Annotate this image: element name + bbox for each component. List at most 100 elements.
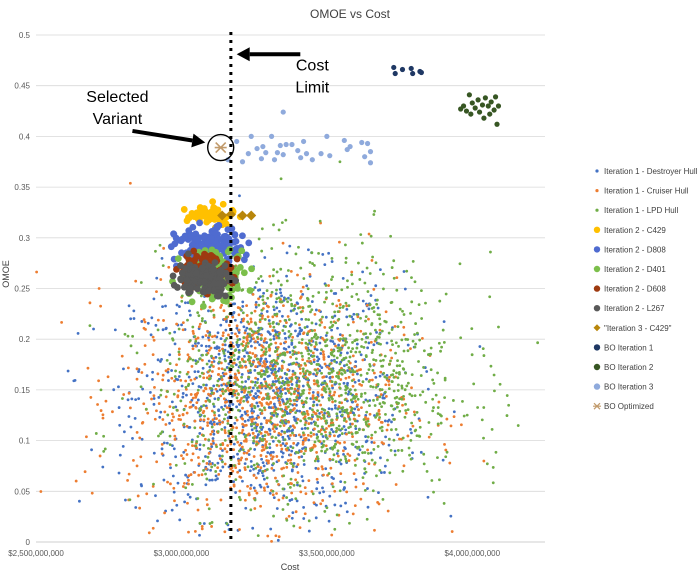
data-point [276,353,280,357]
data-point [311,394,315,397]
data-point [215,422,219,426]
data-point [243,498,247,502]
data-point [122,367,125,371]
data-point [154,249,157,253]
data-point [198,521,202,525]
data-point [307,391,311,395]
data-point [252,474,256,477]
data-point [134,506,138,509]
data-point [180,299,184,303]
data-point [375,474,378,478]
data-point [395,276,399,280]
data-point [344,457,348,461]
data-point [408,65,414,72]
data-point [237,355,241,359]
data-point [313,427,316,431]
data-point [434,393,438,397]
data-point [275,414,279,418]
data-point [258,318,262,322]
data-point [213,292,221,300]
data-point [247,386,251,390]
data-point [88,301,92,305]
data-point [212,432,216,436]
data-point [401,403,404,407]
data-point [169,272,177,280]
data-point [271,157,278,163]
data-point [112,388,116,392]
data-point [361,270,365,274]
data-point [295,499,299,503]
legend-label: BO Iteration 2 [604,363,654,372]
data-point [198,432,202,435]
data-point [371,368,375,372]
data-point [285,465,289,469]
data-point [260,412,264,415]
data-point [248,327,252,331]
data-point [404,411,408,415]
data-point [213,397,217,401]
data-point [208,522,212,525]
data-point [286,459,290,462]
data-point [293,304,296,308]
legend-item: Iteration 1 - Destroyer Hull [595,167,698,176]
data-point [304,421,308,425]
data-point [266,451,270,454]
data-point [272,337,276,341]
data-point [231,315,235,319]
data-point [322,414,326,418]
data-point [140,320,144,323]
data-point [267,305,270,309]
data-point [184,404,188,408]
data-point [313,382,316,386]
data-point [166,413,170,417]
data-point [318,491,322,495]
data-point [232,448,236,451]
data-point [348,355,352,359]
data-point [233,302,237,306]
data-point [160,452,164,456]
data-point [379,393,383,396]
data-point [175,322,179,326]
data-point [285,381,289,385]
data-point [152,297,156,301]
data-point [210,389,213,392]
data-point [246,320,250,324]
data-point [225,209,236,220]
data-point [191,452,195,456]
data-point [372,213,376,216]
data-point [90,448,93,452]
data-point [338,303,342,306]
y-tick-label: 0 [26,538,31,547]
data-point [246,484,249,488]
data-point [243,468,247,472]
data-point [343,455,347,458]
data-point [241,300,245,304]
data-point [340,432,344,435]
data-point [398,372,401,376]
data-point [311,262,314,265]
data-point [290,339,294,342]
data-point [374,359,378,362]
data-point [298,409,302,413]
data-point [297,363,301,367]
data-point [223,429,227,432]
data-point [278,309,281,313]
data-point [337,317,341,321]
data-point [358,382,362,386]
data-point [222,292,229,300]
data-point [223,417,226,421]
data-point [390,339,394,343]
legend-label: Iteration 2 - C429 [604,226,666,235]
data-point [322,473,325,477]
data-point [264,347,268,351]
data-point [353,396,357,400]
data-point [308,370,312,374]
data-point [388,375,391,379]
data-point [181,395,185,399]
data-point [217,414,221,417]
data-point [265,482,269,486]
data-point [291,446,295,450]
annotation-line: Limit [295,79,329,96]
data-point [287,420,291,424]
